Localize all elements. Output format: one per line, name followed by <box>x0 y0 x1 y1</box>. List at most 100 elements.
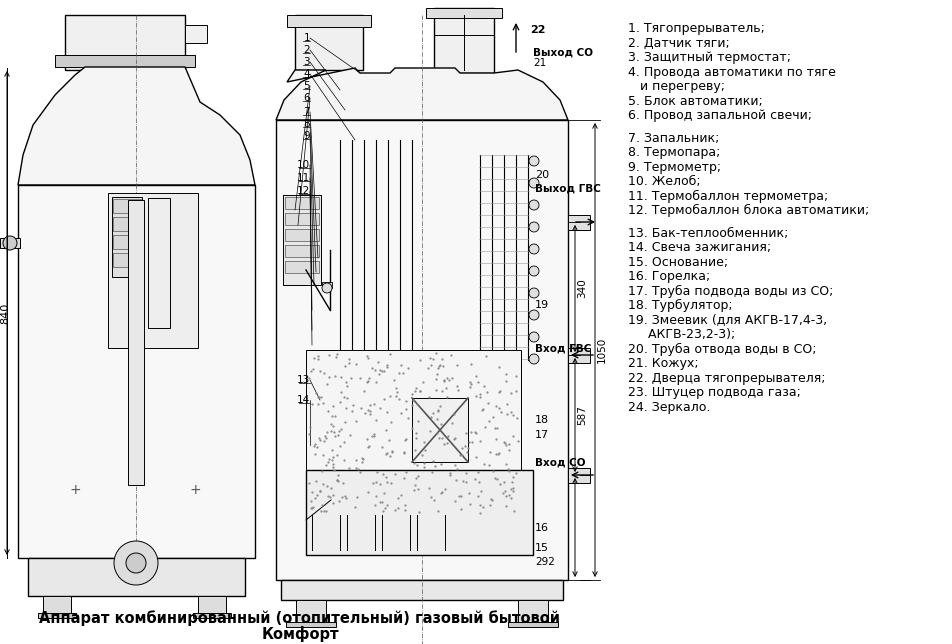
Text: 1: 1 <box>303 33 309 43</box>
Text: 4: 4 <box>303 69 309 79</box>
Text: 18: 18 <box>534 415 548 425</box>
Bar <box>567 348 589 363</box>
Bar <box>285 245 319 257</box>
Text: 21: 21 <box>532 58 545 68</box>
Text: 7: 7 <box>303 107 309 117</box>
Circle shape <box>528 266 539 276</box>
Bar <box>322 282 331 288</box>
Text: 23. Штуцер подвода газа;: 23. Штуцер подвода газа; <box>627 386 800 399</box>
Text: и перегреву;: и перегреву; <box>627 80 724 93</box>
Circle shape <box>322 283 331 293</box>
Bar <box>295 15 363 70</box>
Bar <box>112 197 142 277</box>
Text: 340: 340 <box>576 278 586 298</box>
Text: 6. Провод запальной свечи;: 6. Провод запальной свечи; <box>627 109 811 122</box>
Bar <box>306 470 532 555</box>
Bar <box>38 613 76 618</box>
Text: 22: 22 <box>529 25 545 35</box>
Circle shape <box>528 354 539 364</box>
Text: 22. Дверца тягопрерывателя;: 22. Дверца тягопрерывателя; <box>627 372 824 384</box>
Bar <box>411 398 467 462</box>
Bar <box>55 55 195 67</box>
Circle shape <box>528 310 539 320</box>
Circle shape <box>528 332 539 342</box>
Text: 1050: 1050 <box>596 337 606 363</box>
Bar <box>0 238 20 248</box>
Bar <box>285 261 319 273</box>
Bar <box>567 215 589 230</box>
Text: 11. Термобаллон термометра;: 11. Термобаллон термометра; <box>627 189 827 203</box>
Text: 15. Основание;: 15. Основание; <box>627 256 727 269</box>
Bar <box>148 198 169 328</box>
Circle shape <box>528 200 539 210</box>
Text: Вход ГВС: Вход ГВС <box>534 343 591 353</box>
Circle shape <box>528 178 539 188</box>
Bar <box>65 15 185 70</box>
Text: 840: 840 <box>0 303 10 324</box>
Text: 19. Змеевик (для АКГВ-17,4-3,: 19. Змеевик (для АКГВ-17,4-3, <box>627 314 826 327</box>
Bar <box>113 199 141 213</box>
Text: 3: 3 <box>303 57 309 67</box>
Text: 9. Термометр;: 9. Термометр; <box>627 160 721 173</box>
Text: 18. Турбулятор;: 18. Турбулятор; <box>627 299 732 312</box>
Text: Выход СО: Выход СО <box>532 47 592 57</box>
Bar <box>113 217 141 231</box>
Text: 12. Термобаллон блока автоматики;: 12. Термобаллон блока автоматики; <box>627 204 868 217</box>
Text: 4. Провода автоматики по тяге: 4. Провода автоматики по тяге <box>627 66 835 79</box>
Text: +: + <box>189 483 201 497</box>
Bar <box>285 213 319 225</box>
Text: 11: 11 <box>296 173 309 183</box>
Text: 2. Датчик тяги;: 2. Датчик тяги; <box>627 37 729 50</box>
Circle shape <box>528 156 539 166</box>
Text: 13: 13 <box>296 375 309 385</box>
Circle shape <box>126 553 146 573</box>
Text: 10: 10 <box>297 160 309 170</box>
Bar <box>185 25 207 43</box>
Polygon shape <box>276 68 567 120</box>
Text: Аппарат комбинированный (отопительный) газовый бытовой: Аппарат комбинированный (отопительный) г… <box>39 610 560 626</box>
Text: 16: 16 <box>534 523 548 533</box>
Text: 24. Зеркало.: 24. Зеркало. <box>627 401 709 413</box>
Text: 292: 292 <box>534 557 554 567</box>
Text: АКГВ-23,2-3);: АКГВ-23,2-3); <box>627 328 735 341</box>
Bar <box>287 15 370 27</box>
Text: 14: 14 <box>296 395 309 405</box>
Bar <box>507 622 558 627</box>
Text: 19: 19 <box>534 300 548 310</box>
Text: 5: 5 <box>303 81 309 91</box>
Text: 3. Защитный термостат;: 3. Защитный термостат; <box>627 51 790 64</box>
Circle shape <box>528 222 539 232</box>
Bar <box>193 613 230 618</box>
Text: 10. Желоб;: 10. Желоб; <box>627 175 700 188</box>
Text: 1. Тягопрерыватель;: 1. Тягопрерыватель; <box>627 22 764 35</box>
Text: 2: 2 <box>303 45 309 55</box>
Bar <box>296 600 326 622</box>
Bar <box>198 596 226 616</box>
Text: Выход ГВС: Выход ГВС <box>534 183 601 193</box>
Bar <box>276 120 567 580</box>
Bar <box>518 600 547 622</box>
Text: 9: 9 <box>303 131 309 141</box>
Bar <box>113 253 141 267</box>
Text: 8: 8 <box>303 119 309 129</box>
Bar <box>281 580 563 600</box>
Text: 17. Труба подвода воды из СО;: 17. Труба подвода воды из СО; <box>627 285 832 298</box>
Text: 16. Горелка;: 16. Горелка; <box>627 270 709 283</box>
Text: 7. Запальник;: 7. Запальник; <box>627 131 719 144</box>
Text: 21. Кожух;: 21. Кожух; <box>627 357 698 370</box>
Circle shape <box>528 288 539 298</box>
Text: 6: 6 <box>303 93 309 103</box>
Text: 5. Блок автоматики;: 5. Блок автоматики; <box>627 95 762 108</box>
Text: Вход СО: Вход СО <box>534 457 585 467</box>
Bar <box>43 596 71 616</box>
Bar <box>285 197 319 209</box>
Text: +: + <box>69 483 81 497</box>
Bar <box>113 235 141 249</box>
Bar <box>426 8 502 18</box>
Text: 587: 587 <box>576 405 586 425</box>
Text: Комфорт: Комфорт <box>261 626 339 642</box>
Circle shape <box>3 236 17 250</box>
Bar <box>285 229 319 241</box>
Text: 20. Труба отвода воды в СО;: 20. Труба отвода воды в СО; <box>627 343 816 355</box>
Bar <box>306 350 521 515</box>
